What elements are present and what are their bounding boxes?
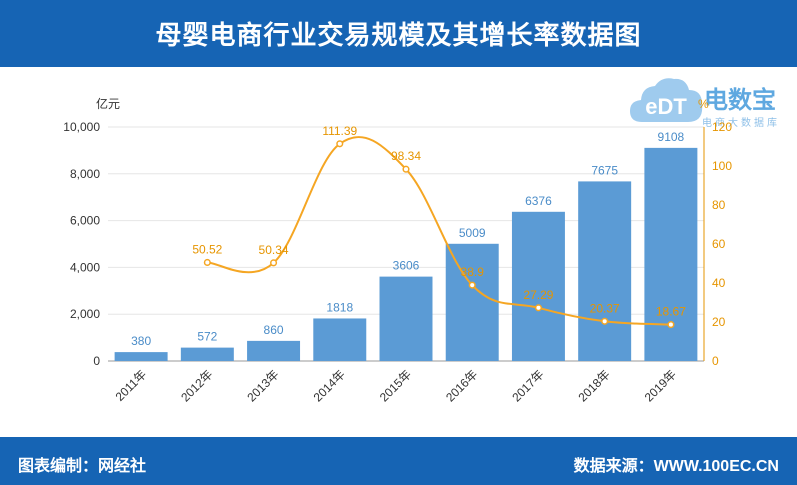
x-tick-label: 2018年 [576, 367, 613, 404]
footer: 图表编制：网经社 数据来源：WWW.100EC.CN [0, 437, 797, 485]
logo-icon-text: eDT [645, 94, 687, 119]
bar [313, 318, 367, 361]
right-tick-label: 0 [712, 354, 719, 368]
left-tick-label: 8,000 [70, 167, 100, 181]
logo-subtext: 电商大数据库 [702, 118, 780, 129]
bar [180, 347, 234, 361]
line-value-label: 20.37 [590, 301, 620, 315]
bar [247, 340, 301, 361]
left-tick-label: 4,000 [70, 260, 100, 274]
line-value-label: 50.52 [192, 242, 222, 256]
bar [445, 243, 499, 361]
bar-value-label: 860 [264, 323, 284, 337]
right-tick-label: 40 [712, 276, 726, 290]
line-point [667, 321, 675, 329]
bar [114, 352, 168, 361]
logo: eDT 电数宝 电商大数据库 [628, 74, 793, 129]
right-axis-unit: % [698, 97, 709, 111]
line-value-label: 50.34 [259, 243, 289, 257]
line-point [336, 140, 344, 148]
line-point [601, 317, 609, 325]
bar-value-label: 6376 [525, 194, 552, 208]
line-point [402, 165, 410, 173]
bar-value-label: 1818 [326, 300, 353, 314]
left-tick-label: 0 [93, 354, 100, 368]
cloud-icon: eDT [630, 78, 703, 122]
x-tick-label: 2013年 [244, 367, 281, 404]
right-tick-label: 120 [712, 120, 732, 134]
left-axis-unit: 亿元 [96, 96, 120, 111]
right-tick-label: 60 [712, 237, 726, 251]
left-tick-label: 6,000 [70, 214, 100, 228]
footer-source: 数据来源：WWW.100EC.CN [573, 458, 779, 475]
x-tick-label: 2014年 [311, 367, 348, 404]
x-tick-label: 2011年 [113, 367, 150, 404]
right-tick-label: 80 [712, 198, 726, 212]
right-tick-label: 20 [712, 315, 726, 329]
line-value-label: 98.34 [391, 149, 421, 163]
bar [578, 181, 632, 361]
footer-credit: 图表编制：网经社 [18, 458, 147, 475]
left-tick-label: 2,000 [70, 307, 100, 321]
bar-value-label: 380 [131, 334, 151, 348]
line-point [534, 304, 542, 312]
bar-value-label: 9108 [658, 130, 685, 144]
x-tick-label: 2019年 [642, 367, 679, 404]
right-tick-label: 100 [712, 159, 732, 173]
chart-title: 母婴电商行业交易规模及其增长率数据图 [155, 20, 642, 50]
x-tick-label: 2015年 [377, 367, 414, 404]
bar-value-label: 3606 [393, 259, 420, 273]
bar-value-label: 572 [197, 330, 217, 344]
x-tick-label: 2016年 [443, 367, 480, 404]
x-tick-label: 2012年 [178, 367, 215, 404]
line-value-label: 38.9 [461, 265, 485, 279]
combo-chart: 0 2,000 4,000 6,000 8,000 10,000 0 20 40 60 80 100 1… [63, 96, 732, 404]
growth-rate-line [207, 136, 671, 326]
line-point [270, 259, 278, 267]
line-point [203, 258, 211, 267]
logo-text: 电数宝 [704, 87, 776, 114]
bar-value-label: 7675 [591, 163, 618, 177]
header: 母婴电商行业交易规模及其增长率数据图 [0, 0, 797, 67]
line-value-label: 27.29 [523, 288, 553, 302]
bar [379, 276, 433, 361]
line-value-label: 18.67 [656, 305, 686, 319]
bar [511, 211, 565, 361]
bar-value-label: 5009 [459, 226, 486, 240]
x-tick-label: 2017年 [509, 367, 546, 404]
left-tick-label: 10,000 [63, 120, 100, 134]
bar [644, 147, 698, 361]
line-point [468, 281, 476, 289]
line-value-label: 111.39 [322, 124, 357, 138]
